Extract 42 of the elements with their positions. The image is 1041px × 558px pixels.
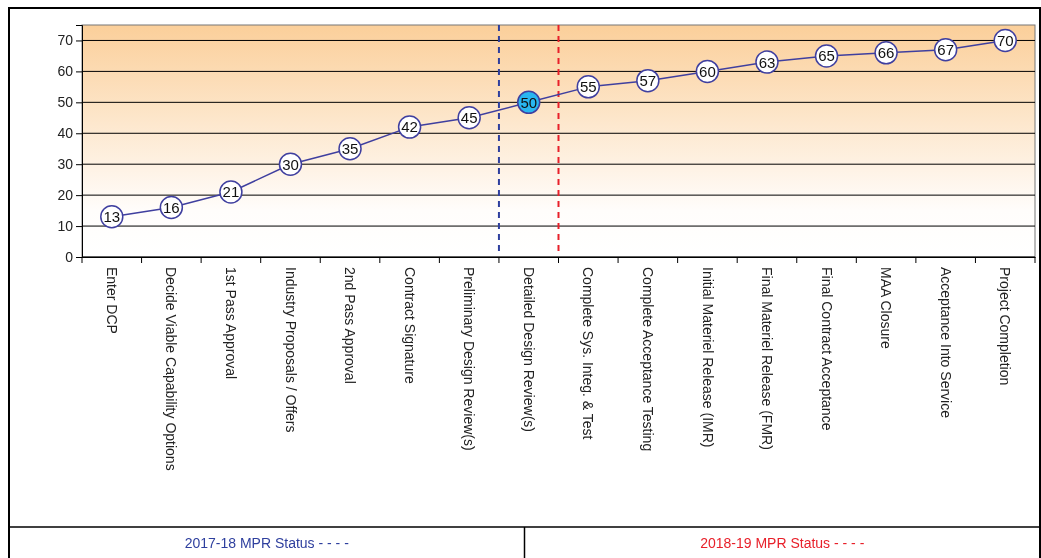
x-tick-label: MAA Closure: [878, 267, 895, 349]
x-tick-label: Preliminary Design Review(s): [461, 267, 478, 451]
x-tick-label: 2nd Pass Approval: [342, 267, 359, 384]
data-label: 42: [401, 118, 418, 136]
data-label: 55: [579, 78, 597, 96]
ref-line-label: 2017-18 MPR Status - - - -: [184, 535, 350, 551]
y-tick-label: 40: [57, 125, 74, 142]
x-tick-label: Detailed Design Review(s): [520, 267, 537, 432]
y-tick-label: 20: [57, 187, 74, 204]
data-label: 50: [520, 93, 538, 111]
x-tick-label: Final Contract Acceptance: [818, 267, 835, 431]
data-label: 30: [282, 155, 299, 173]
x-tick-label: Decide Viable Capability Options: [163, 267, 180, 471]
y-tick-label: 10: [57, 218, 74, 235]
data-label: 35: [341, 140, 359, 158]
x-tick-label: Contract Signature: [401, 267, 418, 384]
data-label: 67: [937, 41, 954, 59]
data-label: 13: [103, 208, 121, 226]
x-tick-label: Project Completion: [997, 267, 1014, 386]
data-label: 63: [758, 53, 776, 71]
x-tick-label: Industry Proposals / Offers: [282, 267, 299, 433]
x-tick-label: 1st Pass Approval: [223, 267, 240, 380]
data-label: 65: [818, 47, 835, 65]
data-label: 21: [222, 183, 240, 201]
data-label: 66: [877, 44, 895, 62]
y-tick-label: 50: [57, 94, 74, 111]
data-label: 45: [460, 109, 478, 127]
y-tick-label: 70: [57, 32, 74, 49]
x-tick-label: Complete Sys. Integ. & Test: [580, 267, 597, 440]
y-tick-label: 60: [57, 63, 74, 80]
y-tick-label: 30: [57, 156, 74, 173]
y-tick-label: 0: [65, 248, 74, 265]
x-tick-label: Acceptance Into Service: [937, 267, 954, 419]
data-label: 60: [699, 62, 716, 80]
x-tick-label: Final Materiel Release (FMR): [759, 267, 776, 450]
data-label: 16: [163, 198, 180, 216]
data-label: 70: [996, 31, 1014, 49]
x-tick-label: Initial Materiel Release (IMR): [699, 267, 716, 448]
ref-line-label: 2018-19 MPR Status - - - -: [700, 535, 865, 551]
data-label: 57: [639, 72, 657, 90]
x-tick-label: Complete Acceptance Testing: [639, 267, 656, 452]
x-tick-label: Enter DCP: [103, 267, 120, 334]
